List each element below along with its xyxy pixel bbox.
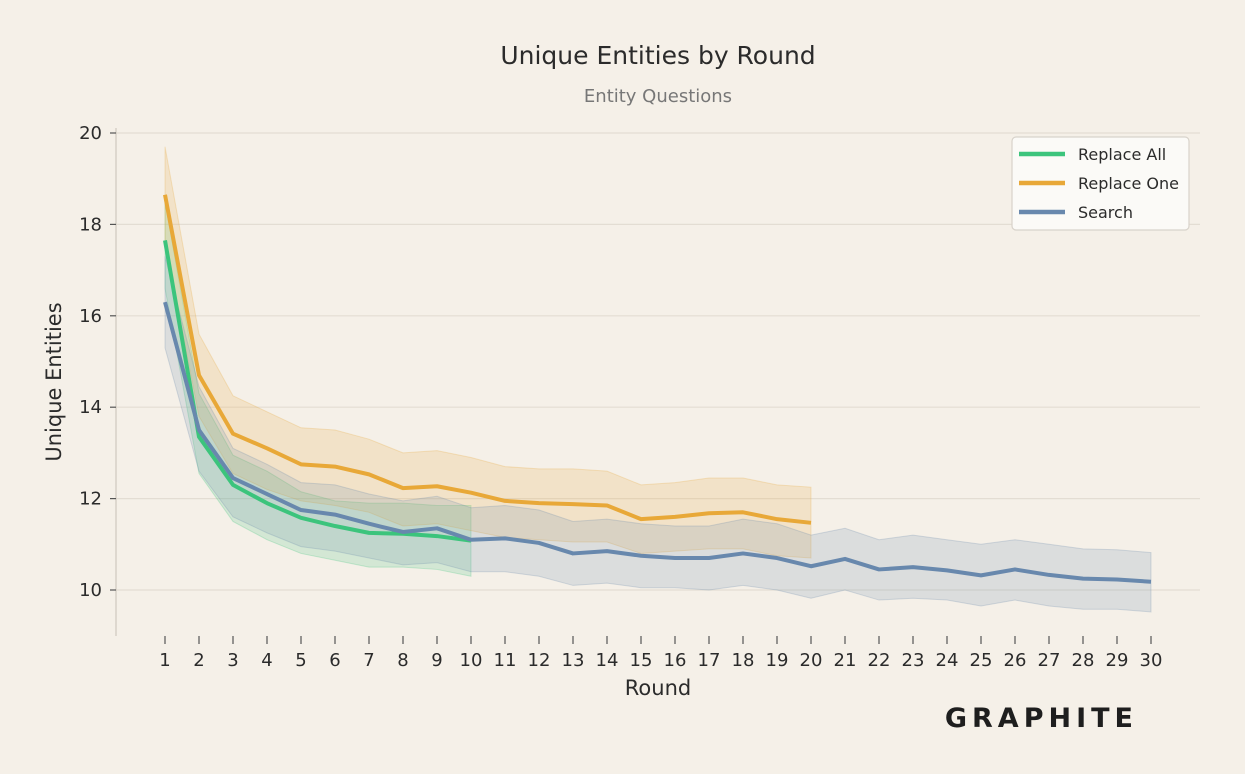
- confidence-bands: [164, 146, 1152, 613]
- band-search: [164, 256, 1152, 613]
- x-tick-label: 6: [329, 650, 340, 671]
- x-tick-label: 26: [1004, 650, 1027, 671]
- legend: Replace All Replace One Search: [1011, 136, 1190, 231]
- x-tick-label: 1: [159, 650, 170, 671]
- y-axis-label: Unique Entities: [42, 302, 66, 461]
- y-tick-label: 16: [79, 306, 102, 327]
- x-tick-label: 23: [902, 650, 925, 671]
- y-tick-label: 20: [79, 123, 102, 144]
- x-tick-label: 17: [698, 650, 721, 671]
- y-tick-label: 12: [79, 489, 102, 510]
- x-tick-label: 9: [431, 650, 442, 671]
- x-tick-label: 8: [397, 650, 408, 671]
- x-tick-label: 12: [528, 650, 551, 671]
- y-tick-label: 10: [79, 580, 102, 601]
- x-tick-label: 19: [766, 650, 789, 671]
- x-tick-label: 16: [664, 650, 687, 671]
- x-tick-label: 30: [1140, 650, 1163, 671]
- x-tick-label: 13: [562, 650, 585, 671]
- x-tick-label: 18: [732, 650, 755, 671]
- line-search: [163, 301, 1152, 584]
- x-tick-label: 29: [1106, 650, 1129, 671]
- y-tick-label: 14: [79, 397, 102, 418]
- x-tick-label: 20: [800, 650, 823, 671]
- x-tick-label: 15: [630, 650, 653, 671]
- line-replace-all: [163, 240, 472, 543]
- x-tick-label: 11: [494, 650, 517, 671]
- x-tick-label: 14: [596, 650, 619, 671]
- legend-box: [1011, 136, 1190, 231]
- chart-subtitle: Entity Questions: [584, 86, 732, 107]
- line-replace-one: [163, 194, 812, 525]
- band-replace-one: [164, 146, 812, 559]
- x-tick-label: 24: [936, 650, 959, 671]
- x-tick-label: 7: [363, 650, 374, 671]
- x-tick-label: 4: [261, 650, 272, 671]
- x-axis-label: Round: [625, 676, 691, 700]
- x-tick-label: 5: [295, 650, 306, 671]
- y-tick-label: 18: [79, 214, 102, 235]
- series-lines: [163, 194, 1152, 584]
- x-tick-label: 21: [834, 650, 857, 671]
- x-tick-label: 2: [193, 650, 204, 671]
- chart-title: Unique Entities by Round: [500, 41, 815, 70]
- x-tick-label: 22: [868, 650, 891, 671]
- brand-logo: GRAPHITE: [945, 703, 1138, 734]
- legend-label: Replace One: [1078, 174, 1179, 193]
- x-tick-label: 25: [970, 650, 993, 671]
- legend-label: Replace All: [1078, 145, 1166, 164]
- x-tick-label: 28: [1072, 650, 1095, 671]
- x-tick-label: 3: [227, 650, 238, 671]
- x-tick-label: 10: [460, 650, 483, 671]
- legend-label: Search: [1078, 203, 1133, 222]
- grid: [116, 132, 1200, 591]
- x-tick-label: 27: [1038, 650, 1061, 671]
